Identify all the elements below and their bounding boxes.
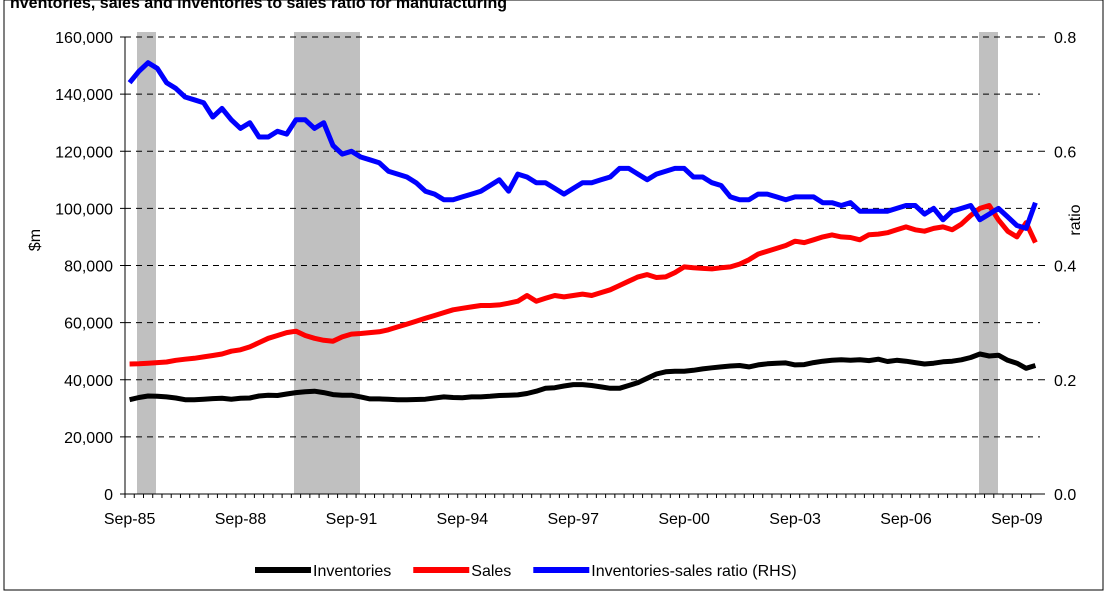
y-tick-label: 60,000 <box>64 316 113 333</box>
x-tick-label: Sep-85 <box>104 511 156 528</box>
y2-tick-label: 0.4 <box>1054 259 1076 276</box>
x-tick-label: Sep-00 <box>658 511 710 528</box>
y-tick-label: 20,000 <box>64 430 113 447</box>
shaded-period <box>294 32 360 494</box>
y-tick-label: 140,000 <box>55 87 113 104</box>
y2-tick-label: 0.2 <box>1054 373 1076 390</box>
x-tick-label: Sep-88 <box>215 511 267 528</box>
legend-label: Sales <box>471 563 511 580</box>
y2-axis-label: ratio <box>1067 204 1084 235</box>
y2-tick-label: 0.0 <box>1054 487 1076 504</box>
shaded-period <box>137 32 156 494</box>
recession-shading <box>137 32 998 494</box>
y-tick-label: 40,000 <box>64 373 113 390</box>
line-series <box>127 60 1038 231</box>
legend-label: Inventories-sales ratio (RHS) <box>591 563 796 580</box>
y-tick-label: 120,000 <box>55 144 113 161</box>
x-tick-label: Sep-94 <box>437 511 489 528</box>
y2-tick-label: 0.6 <box>1054 144 1076 161</box>
line-series <box>129 351 1037 403</box>
y-tick-label: 100,000 <box>55 201 113 218</box>
x-tick-label: Sep-97 <box>547 511 599 528</box>
x-tick-label: Sep-91 <box>326 511 378 528</box>
x-tick-label: Sep-06 <box>880 511 932 528</box>
x-tick-label: Sep-09 <box>991 511 1043 528</box>
line-series <box>129 203 1038 367</box>
shaded-period <box>979 32 998 494</box>
legend-label: Inventories <box>313 563 391 580</box>
y-axis-label: $m <box>27 229 44 251</box>
y-tick-label: 80,000 <box>64 259 113 276</box>
y-tick-label: 0 <box>104 487 113 504</box>
y-tick-label: 160,000 <box>55 30 113 47</box>
x-tick-label: Sep-03 <box>769 511 821 528</box>
y2-tick-label: 0.8 <box>1054 30 1076 47</box>
chart-title: nventories, sales and inventories to sal… <box>10 0 507 12</box>
